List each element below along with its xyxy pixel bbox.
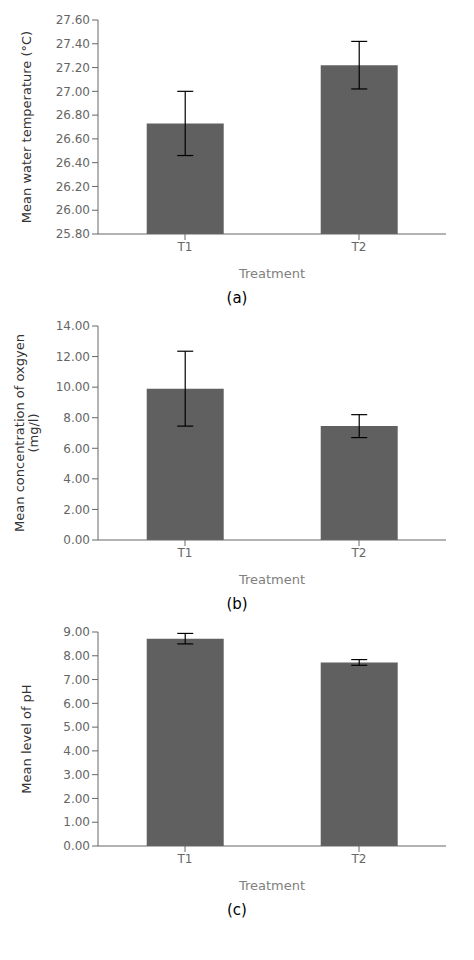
svg-text:8.00: 8.00 xyxy=(63,649,90,663)
svg-text:12.00: 12.00 xyxy=(56,350,90,364)
svg-text:T2: T2 xyxy=(351,240,367,254)
html-text:(b): (b) xyxy=(226,595,248,613)
svg-text:26.60: 26.60 xyxy=(56,132,90,146)
svg-text:26.40: 26.40 xyxy=(56,156,90,170)
svg-text:8.00: 8.00 xyxy=(63,411,90,425)
svg-text:T1: T1 xyxy=(177,546,193,560)
svg-text:26.00: 26.00 xyxy=(56,203,90,217)
svg-text:Treatment: Treatment xyxy=(238,878,305,893)
svg-text:6.00: 6.00 xyxy=(63,442,90,456)
html-text:(a): (a) xyxy=(226,289,248,307)
svg-text:Treatment: Treatment xyxy=(238,266,305,281)
svg-text:6.00: 6.00 xyxy=(63,697,90,711)
svg-text:Mean water temperature (°C): Mean water temperature (°C) xyxy=(19,31,34,223)
svg-text:T1: T1 xyxy=(177,852,193,866)
svg-text:26.80: 26.80 xyxy=(56,108,90,122)
svg-text:1.00: 1.00 xyxy=(63,815,90,829)
svg-text:27.00: 27.00 xyxy=(56,85,90,99)
svg-text:4.00: 4.00 xyxy=(63,744,90,758)
svg-text:9.00: 9.00 xyxy=(63,625,90,639)
svg-text:5.00: 5.00 xyxy=(63,720,90,734)
svg-text:25.80: 25.80 xyxy=(56,227,90,241)
svg-text:27.60: 27.60 xyxy=(56,13,90,27)
svg-text:0.00: 0.00 xyxy=(63,533,90,547)
svg-text:0.00: 0.00 xyxy=(63,839,90,853)
svg-text:27.20: 27.20 xyxy=(56,61,90,75)
svg-text:7.00: 7.00 xyxy=(63,673,90,687)
svg-text:3.00: 3.00 xyxy=(63,768,90,782)
svg-text:2.00: 2.00 xyxy=(63,503,90,517)
svg-text:Mean concentration of oxgyen(m: Mean concentration of oxgyen(mg/l) xyxy=(12,334,41,532)
svg-text:10.00: 10.00 xyxy=(56,380,90,394)
svg-text:T1: T1 xyxy=(177,240,193,254)
svg-text:26.20: 26.20 xyxy=(56,180,90,194)
svg-text:14.00: 14.00 xyxy=(56,319,90,333)
svg-text:T2: T2 xyxy=(351,546,367,560)
html-text:(c): (c) xyxy=(227,901,247,919)
svg-text:T2: T2 xyxy=(351,852,367,866)
svg-text:27.40: 27.40 xyxy=(56,37,90,51)
svg-text:2.00: 2.00 xyxy=(63,792,90,806)
svg-text:4.00: 4.00 xyxy=(63,472,90,486)
svg-text:Treatment: Treatment xyxy=(238,572,305,587)
svg-text:Mean level of pH: Mean level of pH xyxy=(19,684,34,793)
